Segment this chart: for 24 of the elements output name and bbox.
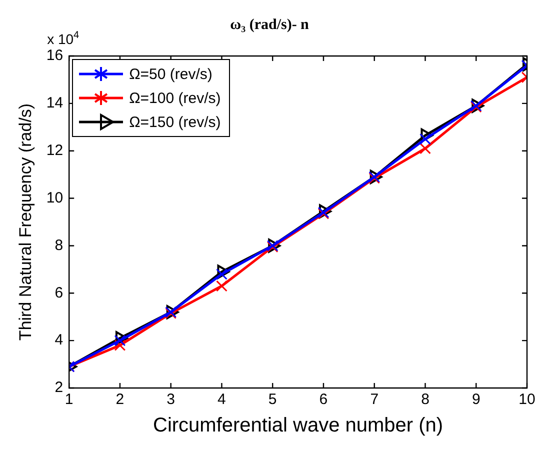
y-tick-label: 8 (54, 236, 64, 254)
y-tick-label: 14 (46, 94, 64, 112)
x-tick-label: 5 (268, 391, 277, 408)
x-tick-label: 2 (116, 391, 124, 408)
y-axis-title: Third Natural Frequency (rad/s) (16, 103, 35, 341)
legend-label: Ω=100 (rev/s) (129, 90, 221, 106)
legend-label: Ω=150 (rev/s) (129, 114, 221, 130)
y-tick-label: 10 (46, 189, 64, 206)
x-axis-title: Circumferential wave number (n) (152, 414, 444, 437)
y-tick-label: 6 (54, 284, 64, 302)
x-tick-label: 6 (319, 391, 328, 408)
y-tick-label: 12 (46, 142, 64, 159)
x-tick-label: 9 (472, 391, 480, 408)
y-tick-label: 2 (54, 379, 64, 396)
x-tick-label: 4 (218, 391, 226, 408)
x-tick-label: 8 (421, 391, 430, 408)
y-tick-label: 16 (46, 47, 64, 64)
y-tick-label: 4 (54, 332, 64, 349)
chart-title: ω₃ (rad/s)- n (230, 16, 310, 33)
x-tick-label: 7 (370, 391, 379, 408)
legend-label: Ω=50 (rev/s) (129, 66, 212, 82)
x-tick-label: 3 (166, 391, 176, 408)
x-tick-label: 1 (64, 391, 74, 408)
x-tick-label: 10 (518, 391, 536, 408)
